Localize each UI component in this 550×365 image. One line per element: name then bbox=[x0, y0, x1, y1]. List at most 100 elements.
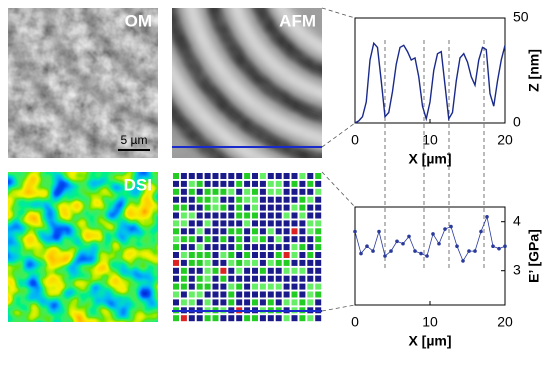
grid-cell bbox=[291, 236, 298, 243]
grid-cell bbox=[252, 291, 258, 298]
grid-cell bbox=[315, 204, 322, 211]
grid-cell bbox=[307, 283, 314, 290]
y-tick-label: 0 bbox=[513, 114, 521, 130]
grid-cell bbox=[299, 299, 306, 306]
grid-cell bbox=[173, 236, 179, 243]
grid-cell bbox=[291, 244, 298, 251]
point bbox=[443, 227, 447, 231]
grid-cell bbox=[196, 244, 203, 251]
grid-cell bbox=[188, 315, 195, 322]
point bbox=[377, 229, 381, 234]
grid-cell bbox=[283, 299, 290, 306]
grid-cell bbox=[315, 173, 322, 179]
grid-cell bbox=[267, 180, 274, 187]
grid-cell bbox=[283, 228, 290, 235]
grid-cell bbox=[212, 180, 219, 187]
grid-cell bbox=[212, 244, 219, 251]
grid-cell bbox=[180, 188, 187, 195]
grid-cell bbox=[212, 196, 219, 203]
grid-cell bbox=[228, 228, 235, 235]
grid-cell bbox=[307, 212, 314, 219]
grid-cell bbox=[180, 212, 187, 219]
grid-cell bbox=[291, 212, 298, 219]
grid-cell bbox=[275, 291, 282, 298]
point bbox=[485, 215, 489, 219]
grid-cell bbox=[204, 173, 211, 179]
grid-cell bbox=[267, 267, 274, 274]
grid-cell bbox=[299, 291, 306, 298]
grid-cell bbox=[275, 252, 282, 258]
grid-cell bbox=[236, 228, 243, 235]
grid-cell bbox=[220, 173, 227, 179]
grid-cell bbox=[299, 267, 306, 274]
grid-cell bbox=[244, 173, 251, 179]
grid-cell bbox=[180, 291, 187, 298]
grid-cell bbox=[173, 259, 179, 266]
grid-cell bbox=[291, 228, 298, 235]
grid-cell bbox=[244, 291, 251, 298]
grid-cell bbox=[315, 315, 322, 322]
point bbox=[467, 249, 471, 253]
grid-cell bbox=[188, 188, 195, 195]
grid-cell bbox=[173, 196, 179, 203]
grid-cell bbox=[244, 315, 251, 322]
grid-cell bbox=[307, 228, 314, 235]
grid-cell bbox=[204, 252, 211, 258]
grid-cell bbox=[307, 315, 314, 322]
grid-cell bbox=[173, 228, 179, 235]
grid-cell bbox=[196, 173, 203, 179]
grid-cell bbox=[220, 244, 227, 251]
grid-cell bbox=[196, 220, 203, 227]
grid-cell bbox=[220, 212, 227, 219]
grid-cell bbox=[236, 188, 243, 195]
grid-cell bbox=[204, 204, 211, 211]
point bbox=[371, 249, 375, 253]
grid-cell bbox=[196, 267, 203, 274]
grid-cell bbox=[180, 173, 187, 179]
x-tick-label: 20 bbox=[497, 132, 513, 148]
grid-cell bbox=[236, 212, 243, 219]
grid-cell bbox=[228, 252, 235, 258]
grid-cell bbox=[220, 299, 227, 306]
grid-cell bbox=[180, 299, 187, 306]
grid-cell bbox=[244, 236, 251, 243]
grid-cell bbox=[291, 188, 298, 195]
grid-cell bbox=[244, 275, 251, 282]
grid-cell bbox=[307, 252, 314, 258]
grid-cell bbox=[259, 299, 266, 306]
grid-cell bbox=[291, 220, 298, 227]
grid-cell bbox=[212, 204, 219, 211]
x-axis-label: X [µm] bbox=[408, 333, 451, 349]
grid-cell bbox=[220, 236, 227, 243]
grid-cell bbox=[180, 267, 187, 274]
grid-cell bbox=[307, 196, 314, 203]
grid-cell bbox=[283, 267, 290, 274]
grid-cell bbox=[315, 291, 322, 298]
grid-cell bbox=[291, 315, 298, 322]
grid-cell bbox=[196, 252, 203, 258]
grid-cell bbox=[228, 244, 235, 251]
grid-cell bbox=[220, 228, 227, 235]
grid-cell bbox=[204, 212, 211, 219]
grid-cell bbox=[283, 283, 290, 290]
grid-cell bbox=[180, 252, 187, 258]
grid-cell bbox=[275, 315, 282, 322]
grid-cell bbox=[315, 299, 322, 306]
grid-cell bbox=[204, 283, 211, 290]
plot-frame bbox=[354, 17, 506, 124]
grid-cell bbox=[220, 283, 227, 290]
grid-cell bbox=[220, 188, 227, 195]
grid-cell bbox=[188, 259, 195, 266]
grid-cell bbox=[173, 283, 179, 290]
grid-cell bbox=[307, 267, 314, 274]
grid-cell bbox=[267, 259, 274, 266]
plot-frame bbox=[354, 206, 506, 306]
grid-cell bbox=[236, 291, 243, 298]
grid-cell bbox=[220, 259, 227, 266]
grid-cell bbox=[228, 212, 235, 219]
grid-cell bbox=[259, 315, 266, 322]
grid-cell bbox=[204, 236, 211, 243]
grid-cell bbox=[196, 236, 203, 243]
point bbox=[503, 244, 507, 248]
